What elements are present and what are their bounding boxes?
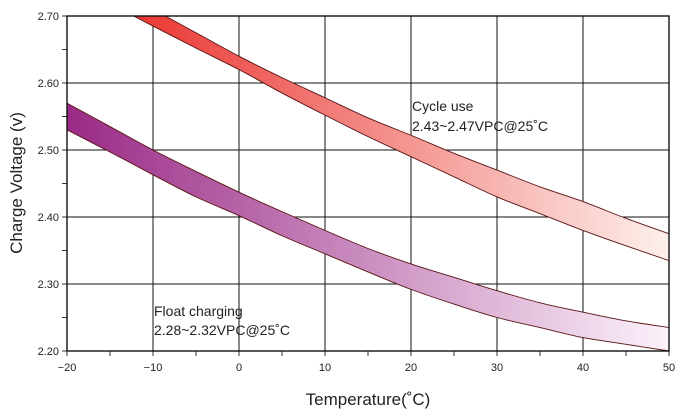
float-charging-band — [67, 102, 669, 351]
cycle-use-band — [132, 16, 669, 262]
voltage-bands — [67, 16, 669, 351]
cycle-use-range-label: 2.43~2.47VPC@25˚C — [412, 118, 548, 134]
grid-lines — [67, 16, 669, 351]
plot-frame — [66, 15, 670, 352]
minor-tick-marks — [62, 15, 670, 356]
float-charging-range-label: 2.28~2.32VPC@25˚C — [154, 322, 290, 338]
y-tick-label: 2.70 — [38, 11, 59, 23]
y-tick-label: 2.20 — [38, 346, 59, 358]
x-tick-label: 30 — [491, 362, 503, 374]
x-tick-label: 0 — [236, 362, 242, 374]
x-tick-label: 40 — [577, 362, 589, 374]
x-tick-label: 50 — [663, 362, 675, 374]
x-tick-label: 20 — [405, 362, 417, 374]
y-axis-title: Charge Voltage (v) — [7, 112, 26, 254]
y-tick-label: 2.60 — [38, 78, 59, 90]
y-tick-label: 2.40 — [38, 212, 59, 224]
x-tick-label: −10 — [144, 362, 163, 374]
y-tick-label: 2.50 — [38, 145, 59, 157]
x-axis-title: Temperature(˚C) — [306, 390, 431, 409]
x-tick-label: 10 — [319, 362, 331, 374]
cycle-use-label: Cycle use — [412, 98, 474, 114]
x-tick-labels: −20 −10 0 10 20 30 40 50 — [58, 362, 675, 374]
y-tick-label: 2.30 — [38, 279, 59, 291]
x-tick-label: −20 — [58, 362, 77, 374]
y-tick-labels: 2.70 2.60 2.50 2.40 2.30 2.20 — [38, 11, 59, 358]
float-charging-label: Float charging — [154, 303, 243, 319]
